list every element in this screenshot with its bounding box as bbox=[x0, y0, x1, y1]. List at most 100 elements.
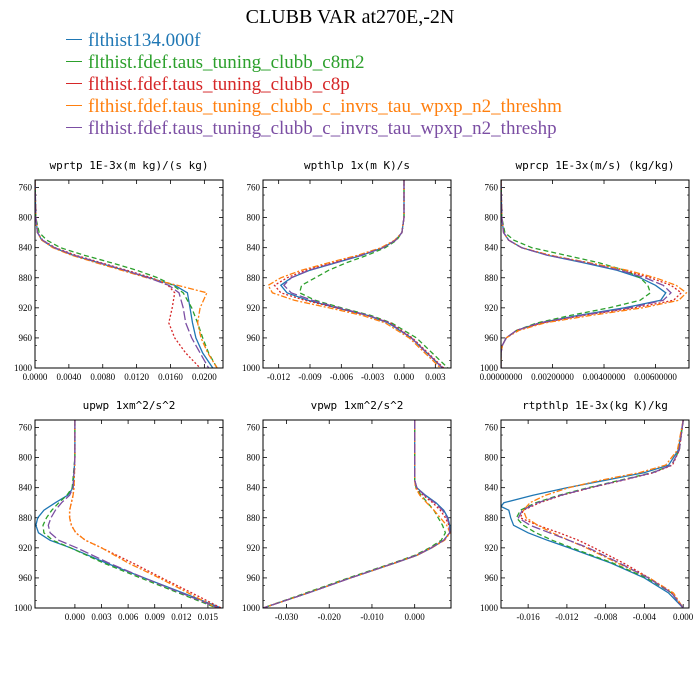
y-tick-label: 920 bbox=[485, 543, 499, 553]
series-line bbox=[47, 420, 219, 608]
series-line bbox=[517, 420, 684, 608]
plot-frame bbox=[34, 419, 224, 609]
y-tick-label: 840 bbox=[485, 483, 499, 493]
x-tick-label: 0.015 bbox=[198, 612, 219, 622]
y-tick-label: 760 bbox=[485, 183, 499, 193]
plot-frame bbox=[262, 179, 452, 369]
chart-panel: vpwp 1xm^2/s^2 760 800 840 880 920 960 1000 -0.0… bbox=[242, 399, 452, 622]
y-tick-label: 880 bbox=[247, 273, 261, 283]
x-tick-label: -0.004 bbox=[633, 612, 657, 622]
x-tick-label: 0.00400000 bbox=[583, 372, 626, 382]
chart-panel: wprcp 1E-3x(m/s) (kg/kg) 760 800 840 880 920 9… bbox=[480, 159, 690, 382]
x-tick-label: 0.0040 bbox=[56, 372, 81, 382]
y-tick-label: 760 bbox=[247, 183, 261, 193]
legend-item: flthist.fdef.taus_tuning_clubb_c_invrs_t… bbox=[66, 96, 562, 118]
series-line bbox=[282, 180, 444, 368]
y-tick-label: 920 bbox=[19, 543, 33, 553]
series-line bbox=[501, 180, 683, 368]
chart-title: vpwp 1xm^2/s^2 bbox=[311, 399, 404, 412]
chart-panel: wprtp 1E-3x(m kg)/(s kg) 760 800 840 880 920 9… bbox=[14, 159, 224, 382]
y-tick-label: 800 bbox=[19, 453, 33, 463]
plot-frame bbox=[500, 179, 690, 369]
x-tick-label: 0.00200000 bbox=[531, 372, 574, 382]
y-tick-label: 880 bbox=[19, 273, 33, 283]
x-tick-label: 0.003 bbox=[425, 372, 446, 382]
x-tick-label: 0.00000000 bbox=[480, 372, 523, 382]
legend-item: flthist.fdef.taus_tuning_clubb_c8m2 bbox=[66, 52, 562, 74]
series-line bbox=[35, 180, 201, 368]
figure-title: CLUBB VAR at270E,-2N bbox=[245, 6, 455, 28]
x-tick-label: -0.012 bbox=[555, 612, 578, 622]
y-tick-label: 960 bbox=[485, 333, 499, 343]
legend-item: flthist.fdef.taus_tuning_clubb_c8p bbox=[66, 74, 562, 96]
chart-panel: rtpthlp 1E-3x(kg K)/kg 760 800 840 880 920 960… bbox=[480, 399, 694, 622]
y-tick-label: 800 bbox=[247, 453, 261, 463]
series-line bbox=[42, 420, 218, 608]
y-tick-label: 760 bbox=[247, 423, 261, 433]
x-tick-label: -0.016 bbox=[517, 612, 541, 622]
x-tick-label: -0.030 bbox=[275, 612, 299, 622]
y-tick-label: 920 bbox=[247, 543, 261, 553]
legend: flthist134.000f flthist.fdef.taus_tuning… bbox=[66, 30, 562, 140]
y-tick-label: 1000 bbox=[480, 363, 499, 373]
chart-panel: upwp 1xm^2/s^2 760 800 840 880 920 960 1000 0.00… bbox=[14, 399, 224, 622]
series-line bbox=[501, 180, 652, 368]
chart-title: wpthlp 1x(m K)/s bbox=[304, 159, 410, 172]
legend-label: flthist.fdef.taus_tuning_clubb_c8m2 bbox=[88, 52, 365, 73]
legend-swatch bbox=[66, 105, 82, 107]
x-tick-label: -0.020 bbox=[318, 612, 342, 622]
y-tick-label: 920 bbox=[247, 303, 261, 313]
legend-label: flthist.fdef.taus_tuning_clubb_c_invrs_t… bbox=[88, 96, 562, 117]
x-tick-label: 0.0200 bbox=[192, 372, 217, 382]
series-line bbox=[263, 420, 451, 608]
y-tick-label: 760 bbox=[19, 423, 33, 433]
y-tick-label: 960 bbox=[247, 573, 261, 583]
series-line bbox=[298, 180, 449, 368]
chart-title: wprtp 1E-3x(m kg)/(s kg) bbox=[50, 159, 209, 172]
legend-item: flthist134.000f bbox=[66, 30, 562, 52]
legend-swatch bbox=[66, 127, 82, 129]
x-tick-label: 0.012 bbox=[171, 612, 191, 622]
plot-frame bbox=[262, 419, 452, 609]
x-tick-label: 0.0080 bbox=[90, 372, 115, 382]
series-line bbox=[35, 180, 218, 368]
y-tick-label: 1000 bbox=[14, 363, 33, 373]
y-tick-label: 960 bbox=[19, 573, 33, 583]
y-tick-label: 800 bbox=[485, 453, 499, 463]
y-tick-label: 960 bbox=[247, 333, 261, 343]
series-line bbox=[519, 420, 684, 608]
y-tick-label: 920 bbox=[19, 303, 33, 313]
series-line bbox=[35, 180, 210, 368]
series-line bbox=[35, 420, 222, 608]
legend-label: flthist.fdef.taus_tuning_clubb_c8p bbox=[88, 74, 350, 95]
series-line bbox=[501, 180, 688, 368]
series-line bbox=[263, 420, 451, 608]
series-line bbox=[501, 180, 667, 368]
y-tick-label: 880 bbox=[485, 513, 499, 523]
x-tick-label: 0.000 bbox=[405, 612, 426, 622]
x-tick-label: -0.010 bbox=[360, 612, 384, 622]
y-tick-label: 920 bbox=[485, 303, 499, 313]
legend-swatch bbox=[66, 61, 82, 63]
plot-frame bbox=[500, 419, 690, 609]
x-tick-label: 0.009 bbox=[145, 612, 166, 622]
series-line bbox=[522, 420, 684, 608]
y-tick-label: 1000 bbox=[14, 603, 33, 613]
y-tick-label: 880 bbox=[247, 513, 261, 523]
x-tick-label: -0.008 bbox=[594, 612, 618, 622]
series-line bbox=[263, 420, 447, 608]
series-line bbox=[501, 180, 672, 368]
chart-title: wprcp 1E-3x(m/s) (kg/kg) bbox=[516, 159, 675, 172]
y-tick-label: 840 bbox=[485, 243, 499, 253]
chart-title: upwp 1xm^2/s^2 bbox=[83, 399, 176, 412]
y-tick-label: 1000 bbox=[242, 603, 261, 613]
x-tick-label: 0.00600000 bbox=[634, 372, 677, 382]
chart-panel: wpthlp 1x(m K)/s 760 800 840 880 920 960 1000 -0… bbox=[242, 159, 452, 382]
legend-item: flthist.fdef.taus_tuning_clubb_c_invrs_t… bbox=[66, 118, 562, 140]
y-tick-label: 1000 bbox=[480, 603, 499, 613]
series-line bbox=[515, 420, 684, 608]
y-tick-label: 840 bbox=[19, 483, 33, 493]
y-tick-label: 800 bbox=[485, 213, 499, 223]
x-tick-label: -0.006 bbox=[330, 372, 354, 382]
series-line bbox=[68, 420, 218, 608]
